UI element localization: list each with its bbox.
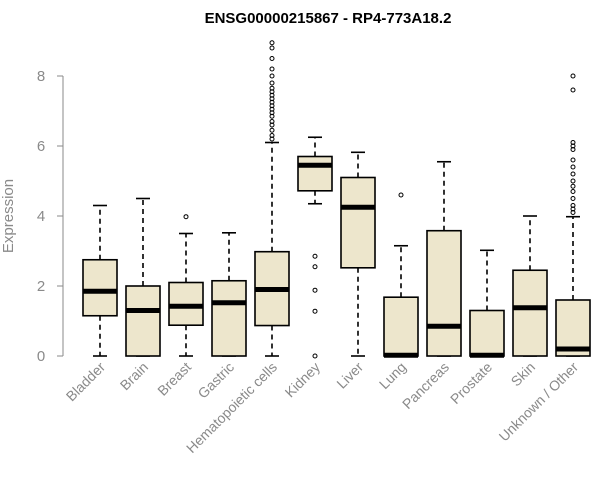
y-tick-label: 0 (37, 348, 45, 365)
outlier-point (570, 171, 576, 177)
box-rect (469, 309, 505, 357)
outlier-point (312, 353, 318, 359)
outlier-point (269, 56, 275, 61)
outlier-point (312, 264, 318, 270)
box-group (211, 232, 247, 357)
box-group (297, 136, 333, 359)
x-tick-label: Breast (154, 359, 194, 399)
y-tick-label: 2 (37, 278, 45, 295)
box-group (82, 204, 118, 357)
outlier-point (570, 87, 576, 93)
box-group (426, 160, 462, 357)
outlier-point (312, 253, 318, 259)
x-tick-label: Pancreas (399, 359, 452, 412)
outlier-point (312, 287, 318, 293)
outlier-point (269, 119, 275, 124)
outlier-point (570, 196, 576, 201)
box-group (168, 214, 204, 357)
outlier-point (269, 80, 275, 86)
outlier-point (269, 45, 275, 51)
box-rect (340, 176, 376, 269)
box-group (383, 192, 419, 358)
box-rect (211, 279, 247, 357)
box-rect (426, 229, 462, 357)
outlier-point (570, 164, 576, 170)
x-tick-label: Prostate (447, 359, 495, 407)
outlier-point (570, 183, 576, 189)
x-tick-label: Kidney (282, 359, 324, 401)
chart-title: ENSG00000215867 - RP4-773A18.2 (205, 10, 452, 27)
outlier-point (570, 203, 576, 208)
x-tick-label: Brain (117, 359, 151, 393)
x-tick-label: Skin (508, 359, 539, 390)
x-tick-label: Liver (333, 359, 366, 392)
y-axis-label: Expression (0, 179, 17, 253)
box-rect (125, 285, 161, 357)
box-group (512, 215, 548, 357)
y-tick-label: 8 (37, 68, 45, 85)
x-tick-label: Lung (376, 359, 409, 392)
x-tick-label: Bladder (63, 359, 109, 405)
box-group (469, 249, 505, 358)
y-axis: 0 2 4 6 8 (37, 68, 64, 365)
outlier-point (269, 73, 275, 79)
outlier-point (269, 133, 275, 138)
outlier-point (398, 192, 404, 198)
outlier-point (312, 308, 318, 314)
outlier-point (269, 66, 275, 72)
x-tick-label: Gastric (194, 359, 237, 402)
outlier-point (570, 157, 576, 163)
outlier-point (269, 40, 275, 46)
outlier-point (570, 140, 576, 145)
box-group (125, 197, 161, 357)
box-rect (383, 296, 419, 357)
outlier-point (570, 189, 576, 194)
outlier-point (570, 73, 576, 79)
box-group (340, 151, 376, 357)
x-tick-label: Unknown / Other (496, 359, 582, 445)
box-rect (82, 258, 118, 317)
boxes (82, 40, 591, 359)
box-group (254, 40, 290, 357)
y-tick-label: 4 (37, 208, 45, 225)
box-group (555, 73, 591, 357)
y-tick-label: 6 (37, 138, 45, 155)
box-rect (297, 155, 333, 192)
outlier-point (570, 178, 576, 184)
outlier-point (183, 214, 189, 220)
box-rect (512, 269, 548, 357)
outlier-point (269, 85, 275, 91)
outlier-point (269, 127, 275, 133)
